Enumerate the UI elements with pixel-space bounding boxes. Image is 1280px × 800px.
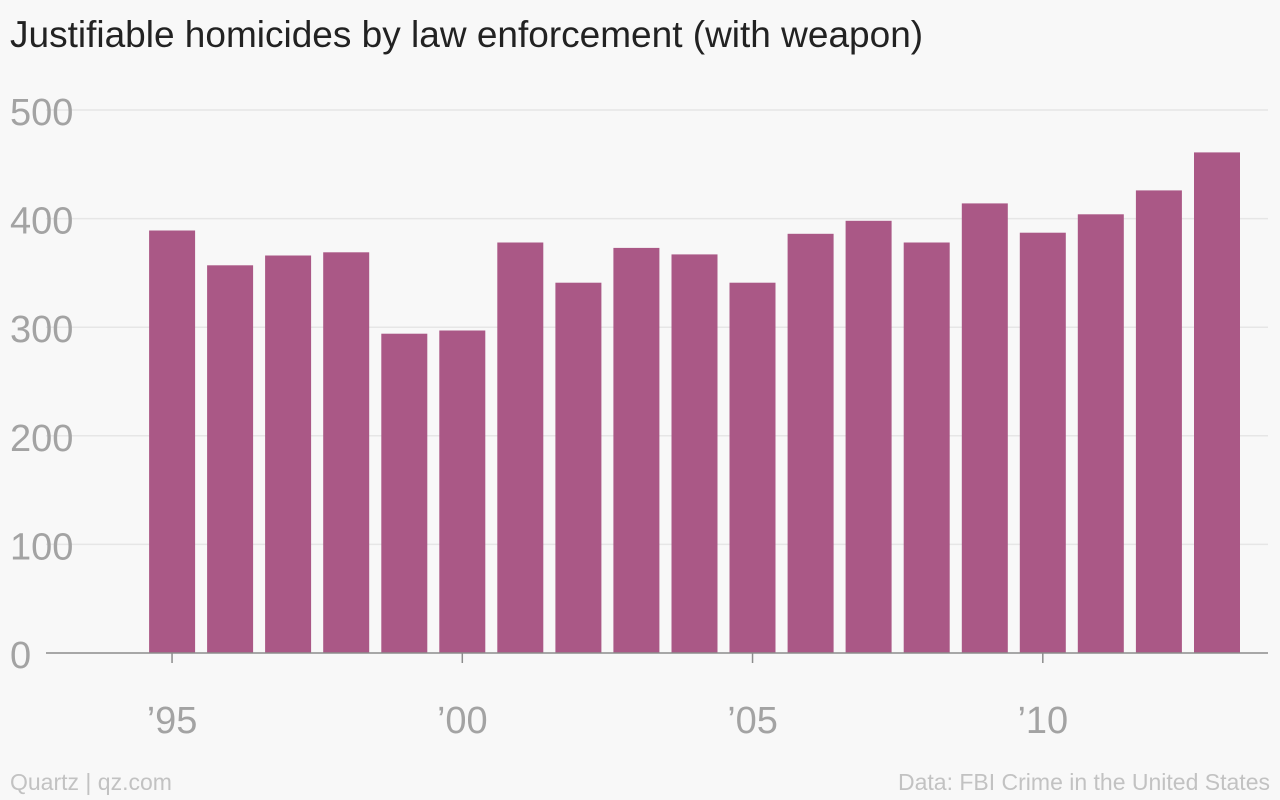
bar-2006 xyxy=(787,233,834,654)
bar-1999 xyxy=(381,333,428,653)
y-tick-label-0: 0 xyxy=(10,635,31,677)
bars xyxy=(149,152,1240,654)
bar-2001 xyxy=(497,242,544,653)
y-tick-label-200: 200 xyxy=(10,418,73,460)
bar-1995 xyxy=(149,230,196,653)
bar-2000 xyxy=(439,330,486,653)
x-tick-label-2010: ’10 xyxy=(1017,700,1068,742)
bar-2008 xyxy=(903,242,950,653)
source-credit: Quartz | qz.com xyxy=(10,769,172,795)
bar-2007 xyxy=(845,220,892,654)
data-source: Data: FBI Crime in the United States xyxy=(898,769,1270,795)
bar-1998 xyxy=(323,252,370,654)
y-tick-label-500: 500 xyxy=(10,92,73,134)
bar-2005 xyxy=(729,282,776,653)
bar-1996 xyxy=(207,265,254,653)
bar-2003 xyxy=(613,247,660,653)
chart-title: Justifiable homicides by law enforcement… xyxy=(10,14,924,55)
x-tick-label-2000: ’00 xyxy=(437,700,488,742)
bar-2011 xyxy=(1077,214,1124,654)
x-axis: ’95 ’00 ’05 ’10 xyxy=(46,652,1268,742)
y-axis-ticks: 0 100 200 300 400 500 xyxy=(10,92,73,677)
bar-2012 xyxy=(1135,190,1182,653)
x-tick-label-2005: ’05 xyxy=(727,700,778,742)
bar-2013 xyxy=(1194,152,1240,653)
bar-2009 xyxy=(961,203,1008,653)
bar-1997 xyxy=(265,255,312,653)
y-tick-label-400: 400 xyxy=(10,201,73,243)
bar-2004 xyxy=(671,254,718,653)
x-tick-label-1995: ’95 xyxy=(147,700,198,742)
y-tick-label-300: 300 xyxy=(10,309,73,351)
y-tick-label-100: 100 xyxy=(10,526,73,568)
bar-2010 xyxy=(1019,232,1066,653)
bar-2002 xyxy=(555,282,602,653)
